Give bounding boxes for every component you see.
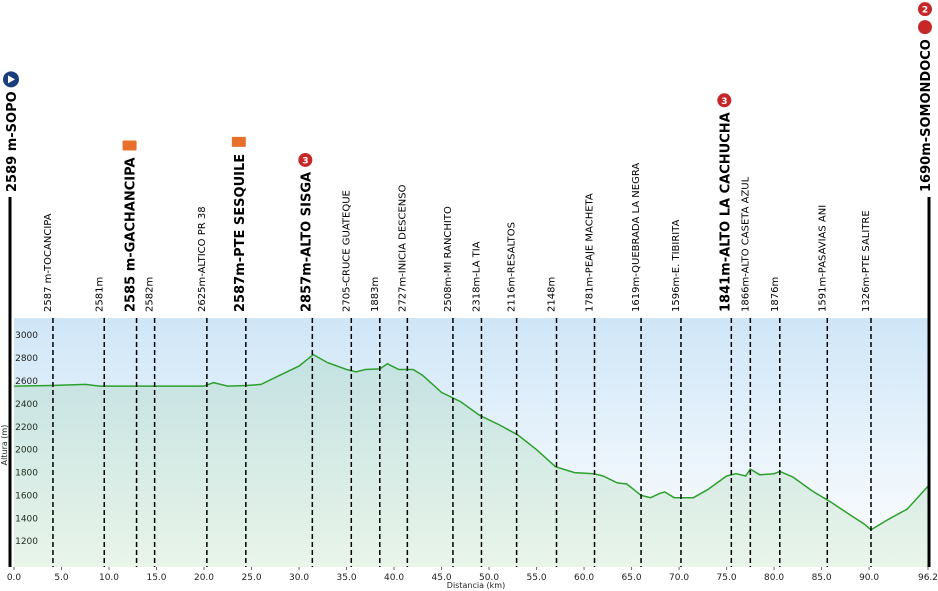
y-axis-label: Altura (m) bbox=[0, 425, 9, 466]
x-tick-label: 40.0 bbox=[384, 573, 404, 583]
finish-icon bbox=[918, 20, 932, 35]
waypoint-label: 2582m bbox=[145, 277, 156, 312]
plot-background bbox=[14, 318, 928, 567]
y-tick-label: 1200 bbox=[15, 537, 38, 547]
x-tick-label: 60.0 bbox=[574, 573, 594, 583]
waypoint-label: 2587 m-TOCANCIPA bbox=[43, 213, 54, 312]
waypoint-label: 2318m-LA TIA bbox=[471, 241, 482, 312]
y-tick-label: 1800 bbox=[15, 469, 38, 479]
x-tick-label: 80.0 bbox=[764, 573, 784, 583]
waypoint-label: 2705-CRUCE GUATEQUE bbox=[341, 190, 352, 312]
y-tick-label: 3000 bbox=[15, 331, 38, 341]
mountain-category: 3 bbox=[721, 97, 727, 107]
waypoint-label: 2508m-MI RANCHITO bbox=[443, 206, 454, 312]
x-tick-label: 35.0 bbox=[337, 573, 357, 583]
y-tick-label: 2000 bbox=[15, 446, 38, 456]
waypoint-label: 1596m-E. TIBIRITA bbox=[671, 219, 682, 312]
x-tick-label: 0.0 bbox=[7, 573, 22, 583]
x-tick-label: 75.0 bbox=[717, 573, 737, 583]
waypoint-label: 1781m-PEAJE MACHETA bbox=[585, 193, 596, 312]
x-tick-label: 65.0 bbox=[622, 573, 642, 583]
sprint-icon bbox=[231, 136, 246, 147]
x-tick-label: 50.0 bbox=[479, 573, 499, 583]
waypoint-label: 2585 m-GACHANCIPA bbox=[124, 157, 139, 312]
y-tick-label: 2800 bbox=[15, 354, 38, 364]
waypoint-label: 2587m-PTE SESQUILE bbox=[233, 154, 248, 312]
y-tick-label: 2400 bbox=[15, 400, 38, 410]
x-tick-label: 15.0 bbox=[146, 573, 166, 583]
x-tick-label: 85.0 bbox=[812, 573, 832, 583]
waypoint-label: 1883m bbox=[370, 277, 381, 312]
sprint-icon bbox=[122, 140, 137, 151]
x-tick-label: 30.0 bbox=[289, 573, 309, 583]
waypoint-label: 2581m bbox=[94, 277, 105, 312]
mountain-category: 3 bbox=[302, 156, 308, 166]
x-tick-label: 45.0 bbox=[432, 573, 452, 583]
x-tick-label: 5.0 bbox=[54, 573, 69, 583]
waypoint-label: 2148m bbox=[547, 277, 558, 312]
waypoint-label: 1591m-PASAVIAS ANI bbox=[817, 205, 828, 312]
start-arrow bbox=[8, 75, 15, 84]
mountain-icon bbox=[298, 152, 313, 167]
waypoint-label: 2727m-INICIA DESCENSO bbox=[397, 184, 408, 312]
mountain-icon bbox=[717, 93, 732, 108]
finish-category-icon bbox=[918, 2, 932, 17]
area-fill bbox=[14, 354, 928, 567]
x-axis-label: Distancia (km) bbox=[447, 581, 505, 590]
waypoint-label: 2857m-ALTO SISGA bbox=[299, 172, 314, 312]
waypoint-label: 2625m-ALTICO PR 38 bbox=[197, 206, 208, 312]
y-tick-label: 1400 bbox=[15, 514, 38, 524]
finish-category: 2 bbox=[922, 6, 928, 16]
x-tick-label: 25.0 bbox=[242, 573, 262, 583]
x-tick-label: 70.0 bbox=[669, 573, 689, 583]
x-tick-label: 20.0 bbox=[194, 573, 214, 583]
y-tick-label: 1600 bbox=[15, 491, 38, 501]
x-tick-label: 10.0 bbox=[99, 573, 119, 583]
y-tick-label: 2600 bbox=[15, 377, 38, 387]
x-tick-label: 55.0 bbox=[527, 573, 547, 583]
waypoint-label: 1876m bbox=[770, 277, 781, 312]
waypoint-label: 2116m-RESALTOS bbox=[507, 222, 518, 312]
waypoint-label: 1866m-ALTO CASETA AZUL bbox=[740, 176, 751, 312]
x-tick-label: 96.2 bbox=[918, 573, 938, 583]
waypoint-label: 1690m-SOMONDOCO bbox=[919, 39, 934, 192]
waypoint-label: 1841m-ALTO LA CACHUCHA bbox=[718, 112, 733, 312]
waypoint-label: 2589 m-SOPO bbox=[5, 91, 20, 192]
x-tick-label: 90.0 bbox=[859, 573, 879, 583]
y-tick-label: 2200 bbox=[15, 423, 38, 433]
profile-line bbox=[13, 353, 929, 531]
waypoint-label: 1619m-QUEBRADA LA NEGRA bbox=[631, 163, 642, 312]
waypoint-label: 1326m-PTE SALITRE bbox=[861, 210, 872, 312]
